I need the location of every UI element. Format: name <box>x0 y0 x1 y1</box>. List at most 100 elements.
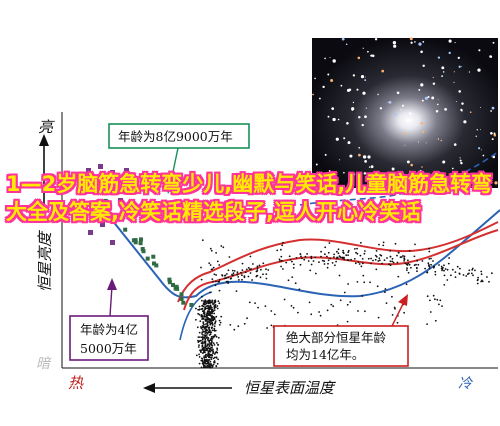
star-point <box>208 321 211 324</box>
star-point <box>241 274 243 277</box>
star-point <box>407 271 410 274</box>
star-point <box>447 262 450 265</box>
star-point <box>217 344 219 346</box>
star-point <box>215 315 218 318</box>
star-point <box>474 269 476 272</box>
star-point <box>213 344 216 346</box>
star-point <box>205 323 207 325</box>
star-point <box>203 356 206 359</box>
star-point <box>265 277 268 280</box>
star-point <box>203 340 206 343</box>
photo-star <box>451 167 454 170</box>
star-point <box>323 263 326 265</box>
star-point <box>430 257 432 260</box>
star-point <box>407 262 410 265</box>
photo-star <box>441 66 445 70</box>
star-point <box>273 313 276 316</box>
star-point <box>243 322 246 325</box>
photo-star <box>490 110 493 112</box>
star-point <box>210 307 213 309</box>
star-point <box>246 317 249 320</box>
annotation-450m-line1: 年龄为4亿 <box>80 322 138 337</box>
star-point <box>205 349 208 352</box>
photo-star <box>420 122 424 125</box>
photo-star <box>343 137 346 140</box>
star-point <box>216 305 219 307</box>
star-point <box>209 360 212 363</box>
photo-star <box>328 170 331 172</box>
star-point <box>393 306 396 309</box>
star-point <box>336 250 338 253</box>
star-point <box>213 312 216 315</box>
photo-star <box>437 99 439 101</box>
star-point <box>240 271 242 274</box>
star-point <box>318 311 320 313</box>
photo-star <box>414 41 416 43</box>
star-point <box>210 358 213 361</box>
star-point <box>356 252 359 255</box>
star-point <box>207 366 210 368</box>
star-point <box>446 268 449 271</box>
star-point <box>202 330 205 333</box>
star-point <box>211 308 214 311</box>
star-point <box>215 280 217 283</box>
star-point <box>310 257 313 260</box>
photo-star <box>482 154 485 157</box>
star-point <box>212 352 214 355</box>
photo-star <box>368 166 371 168</box>
photo-star <box>432 82 436 85</box>
star-point <box>262 273 264 276</box>
photo-star <box>477 68 481 72</box>
star-point <box>459 267 461 270</box>
photo-star <box>390 101 392 103</box>
star-point <box>204 307 207 310</box>
star-point <box>428 265 431 268</box>
star-point <box>205 302 208 305</box>
star-point <box>205 331 208 334</box>
star-point <box>215 357 218 359</box>
star-point <box>349 301 352 303</box>
star-point <box>198 331 201 334</box>
star-point <box>291 260 293 263</box>
star-point <box>259 276 262 279</box>
photo-star <box>332 59 336 63</box>
star-point <box>364 310 366 313</box>
star-point <box>384 288 387 290</box>
star-point <box>212 316 215 318</box>
star-point <box>270 324 273 327</box>
star-point-green <box>189 303 194 307</box>
star-point <box>203 326 205 329</box>
star-point <box>428 267 431 270</box>
photo-star <box>448 51 451 55</box>
star-point <box>203 355 206 357</box>
star-point <box>256 265 259 268</box>
star-point-green <box>145 256 150 261</box>
star-point <box>216 342 218 344</box>
star-point <box>214 284 217 287</box>
star-point <box>361 262 364 265</box>
star-point <box>444 268 447 270</box>
star-point <box>249 272 252 274</box>
photo-star <box>469 111 472 114</box>
star-point <box>216 260 219 263</box>
star-point <box>201 239 204 242</box>
photo-star <box>478 49 481 52</box>
photo-star <box>343 171 345 174</box>
annotation-890m-text: 年龄为8亿9000万年 <box>118 129 233 144</box>
star-point <box>389 264 392 267</box>
photo-star <box>362 155 367 159</box>
star-point <box>382 244 385 247</box>
star-point <box>207 350 210 353</box>
star-point <box>338 274 341 277</box>
star-point <box>300 255 302 258</box>
star-point <box>343 258 346 261</box>
star-point <box>264 305 267 307</box>
star-point <box>358 263 361 265</box>
star-point <box>491 272 493 275</box>
photo-star <box>419 169 422 172</box>
star-point <box>299 263 302 266</box>
star-point <box>440 265 443 268</box>
star-point <box>211 364 214 367</box>
photo-star <box>422 64 425 68</box>
star-point <box>223 277 226 280</box>
